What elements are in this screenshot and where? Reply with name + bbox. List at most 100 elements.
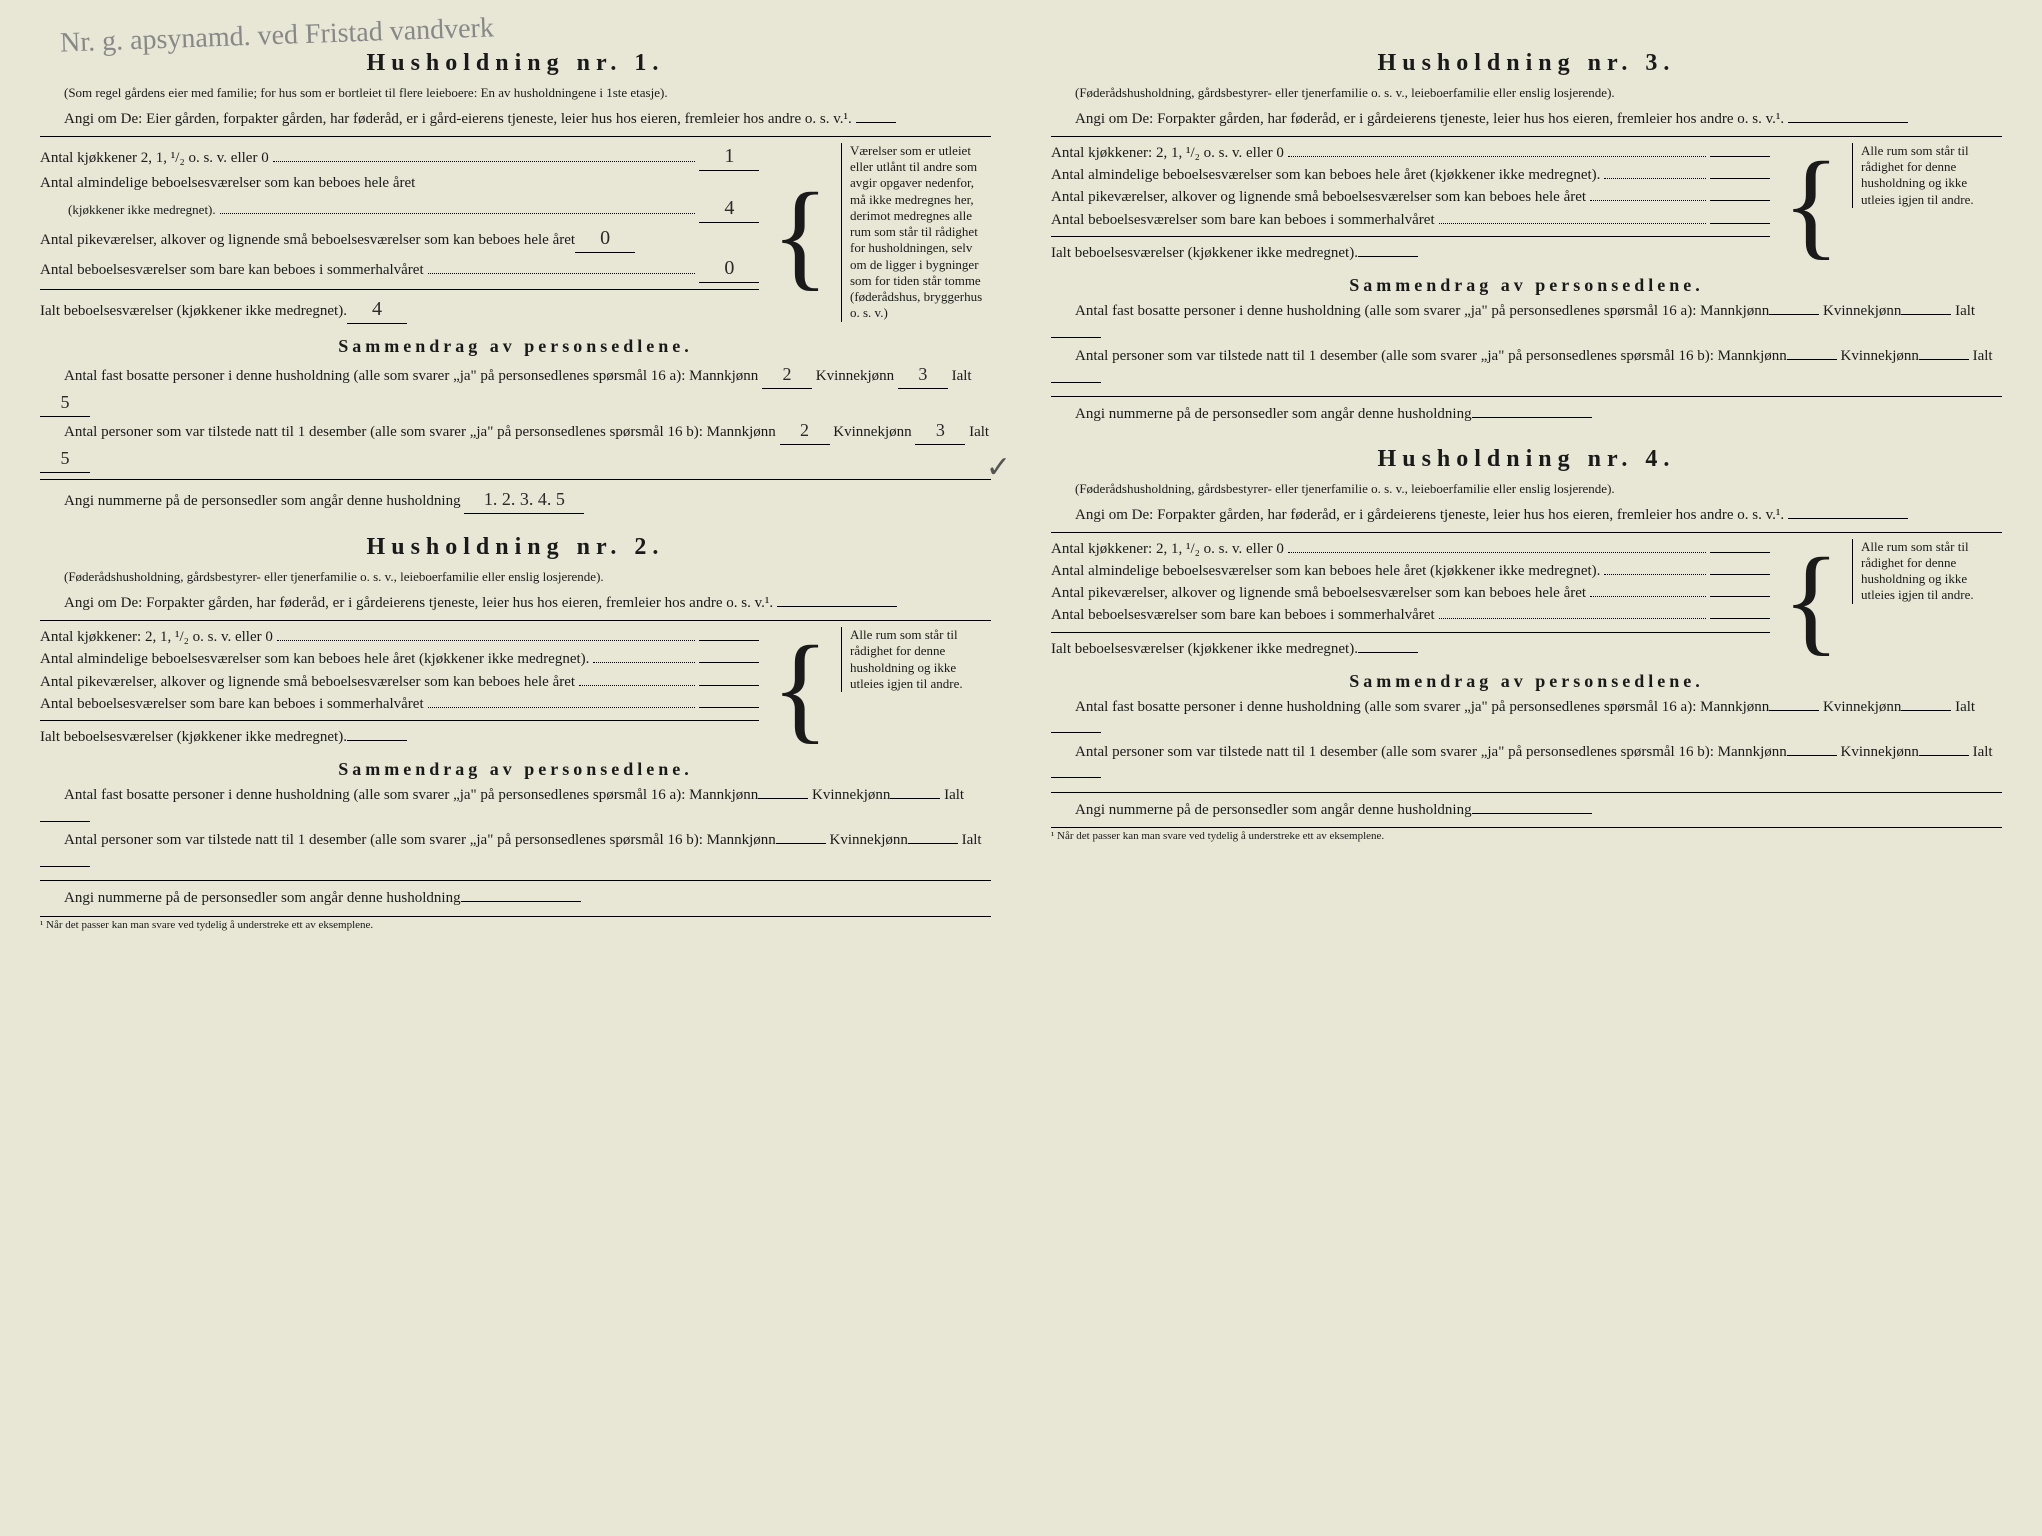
text: Angi nummerne på de personsedler som ang… [1075,802,1472,818]
blank [1919,359,1969,360]
h4-instruction: Angi om De: Forpakter gården, har føderå… [1051,504,2002,526]
h3-rows: Antal kjøkkener: 2, 1, ¹/₂ o. s. v. elle… [1051,143,1770,265]
val [699,640,759,641]
h2-r3: Antal pikeværelser, alkover og lignende … [40,672,759,692]
h1-sidebar: Værelser som er utleiet eller utlånt til… [841,143,991,322]
household-4: Husholdning nr. 4. (Føderådshusholdning,… [1051,446,2002,822]
h1-r1-label: Antal kjøkkener 2, 1, ¹/₂ o. s. v. eller… [40,148,269,168]
label: Antal kjøkkener: 2, 1, ¹/₂ o. s. v. elle… [1051,539,1284,559]
h2-subheader: Sammendrag av personsedlene. [40,759,991,780]
divider [1051,632,1770,633]
brace-icon: { [771,187,829,283]
dots [1288,539,1707,553]
text: Antal personer som var tilstede natt til… [1075,744,1787,760]
h4-title: Husholdning nr. 4. [1051,446,2002,473]
h4-r5: Ialt beboelsesværelser (kjøkkener ikke m… [1051,639,1770,659]
dots [277,628,696,642]
h2-s3: Angi nummerne på de personsedler som ang… [40,887,991,910]
h1-s2-k: 3 [915,417,965,445]
household-2: Husholdning nr. 2. (Føderådshusholdning,… [40,534,991,910]
h1-r5: Ialt beboelsesværelser (kjøkkener ikke m… [40,296,759,324]
blank [758,798,808,799]
ialt-label: Ialt [1955,699,1975,715]
h1-r5-val: 4 [347,296,407,324]
label: Antal kjøkkener: 2, 1, ¹/₂ o. s. v. elle… [1051,143,1284,163]
label: Ialt beboelsesværelser (kjøkkener ikke m… [1051,639,1358,659]
dots [428,261,696,275]
label: Antal almindelige beboelsesværelser som … [40,649,589,669]
h1-s1-m: 2 [762,361,812,389]
blank [776,843,826,844]
h4-rows: Antal kjøkkener: 2, 1, ¹/₂ o. s. v. elle… [1051,539,1770,661]
val [699,662,759,663]
h2-r5: Ialt beboelsesværelser (kjøkkener ikke m… [40,727,759,747]
h3-r1: Antal kjøkkener: 2, 1, ¹/₂ o. s. v. elle… [1051,143,1770,163]
h1-s3-text: Angi nummerne på de personsedler som ang… [64,493,461,509]
ialt-label: Ialt [952,368,972,384]
h3-s1: Antal fast bosatte personer i denne hush… [1051,300,2002,345]
label: Antal pikeværelser, alkover og lignende … [1051,187,1586,207]
blank [40,821,90,822]
text: Antal fast bosatte personer i denne hush… [1075,303,1769,319]
blank [1472,813,1592,814]
h3-sidebar: Alle rum som står til rådighet for denne… [1852,143,2002,208]
blank [1787,755,1837,756]
h1-s2-m: 2 [780,417,830,445]
h4-s3: Angi nummerne på de personsedler som ang… [1051,799,2002,822]
h4-rows-group: Antal kjøkkener: 2, 1, ¹/₂ o. s. v. elle… [1051,539,2002,661]
h3-r5: Ialt beboelsesværelser (kjøkkener ikke m… [1051,243,1770,263]
h3-s2: Antal personer som var tilstede natt til… [1051,345,2002,390]
h1-s3-val: 1. 2. 3. 4. 5 [464,486,584,514]
h3-rows-group: Antal kjøkkener: 2, 1, ¹/₂ o. s. v. elle… [1051,143,2002,265]
val [347,740,407,741]
divider [1051,136,2002,137]
h1-r4-val: 0 [699,255,759,283]
h1-r2-sublabel: (kjøkkener ikke medregnet). [68,201,216,219]
blank [1051,337,1101,338]
kvinne-label: Kvinnekjønn [833,424,911,440]
h3-r3: Antal pikeværelser, alkover og lignende … [1051,187,1770,207]
h1-r2-val: 4 [699,195,759,223]
h1-s1: Antal fast bosatte personer i denne hush… [40,361,991,417]
text: Antal personer som var tilstede natt til… [64,832,776,848]
kvinne-label: Kvinnekjønn [816,368,894,384]
brace-icon: { [1782,552,1840,648]
kvinne-label: Kvinnekjønn [1841,744,1919,760]
h4-sidebar: Alle rum som står til rådighet for denne… [1852,539,2002,604]
ialt-label: Ialt [1955,303,1975,319]
kvinne-label: Kvinnekjønn [1823,303,1901,319]
h2-title: Husholdning nr. 2. [40,534,991,561]
h1-s1-k: 3 [898,361,948,389]
h2-r2: Antal almindelige beboelsesværelser som … [40,649,759,669]
divider [40,289,759,290]
text: Antal personer som var tilstede natt til… [1075,348,1787,364]
val [1358,256,1418,257]
blank [1769,710,1819,711]
h1-rows-group: Antal kjøkkener 2, 1, ¹/₂ o. s. v. eller… [40,143,991,326]
footnote-right: ¹ Når det passer kan man svare ved tydel… [1051,827,2002,842]
h2-instruction-text: Angi om De: Forpakter gården, har føderå… [64,595,773,611]
h2-r1: Antal kjøkkener: 2, 1, ¹/₂ o. s. v. elle… [40,627,759,647]
text: Angi om De: Forpakter gården, har føderå… [1075,507,1784,523]
h1-instruction-text: Angi om De: Eier gården, forpakter gårde… [64,111,852,127]
h1-r4: Antal beboelsesværelser som bare kan beb… [40,255,759,283]
brace-icon: { [771,640,829,736]
h4-subheader: Sammendrag av personsedlene. [1051,671,2002,692]
dots [1604,166,1706,180]
text: Antal fast bosatte personer i denne hush… [64,787,758,803]
dots [220,201,696,215]
ialt-label: Ialt [1973,348,1993,364]
h3-s3: Angi nummerne på de personsedler som ang… [1051,403,2002,426]
h1-r3-label: Antal pikeværelser, alkover og lignende … [40,230,575,250]
h1-r4-label: Antal beboelsesværelser som bare kan beb… [40,260,424,280]
ialt-label: Ialt [1973,744,1993,760]
label: Antal beboelsesværelser som bare kan beb… [1051,210,1435,230]
kvinne-label: Kvinnekjønn [812,787,890,803]
h3-subheader: Sammendrag av personsedlene. [1051,275,2002,296]
dots [1439,606,1707,620]
label: Antal beboelsesværelser som bare kan beb… [40,694,424,714]
val [1710,156,1770,157]
h4-note: (Føderådshusholdning, gårdsbestyrer- ell… [1051,481,2002,498]
h1-s2: Antal personer som var tilstede natt til… [40,417,991,473]
h2-sidebar: Alle rum som står til rådighet for denne… [841,627,991,692]
